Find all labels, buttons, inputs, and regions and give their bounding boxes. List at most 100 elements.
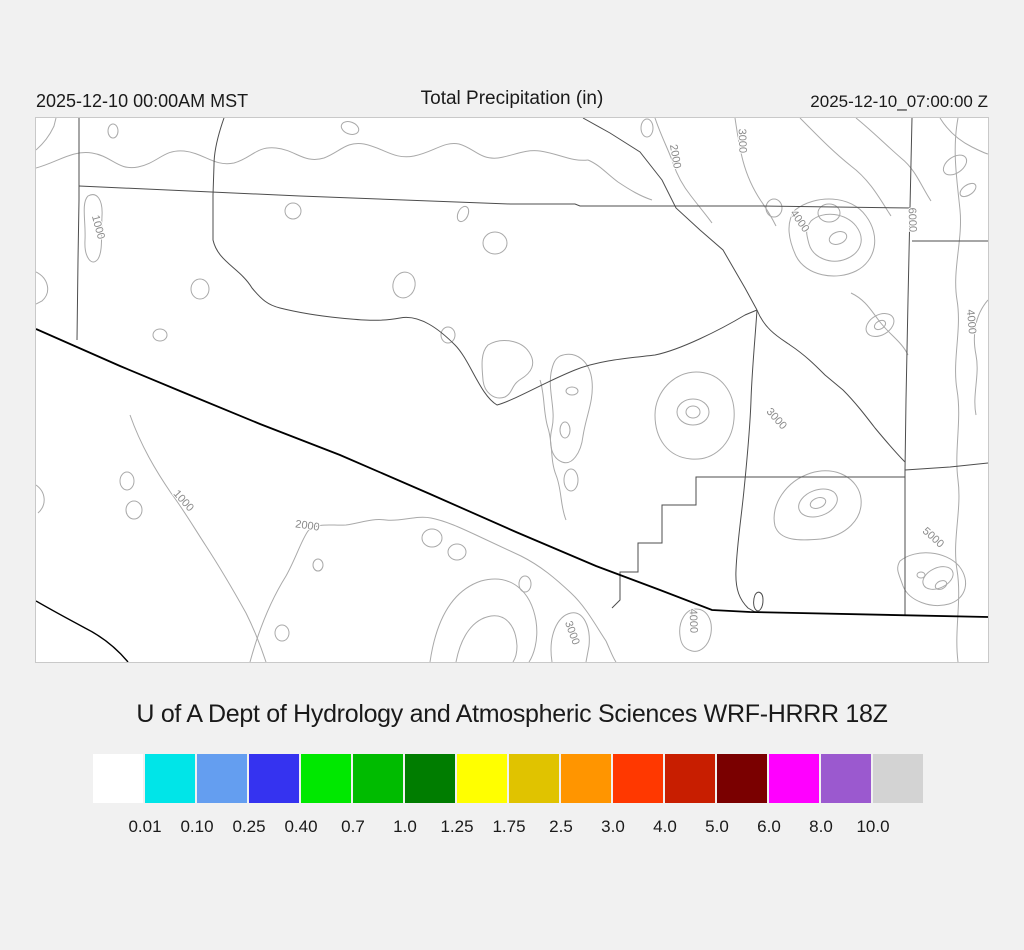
colorbar-tick-label: 1.0 bbox=[393, 817, 417, 836]
county-boundary bbox=[756, 309, 906, 463]
colorbar-tick-label: 4.0 bbox=[653, 817, 677, 836]
county-boundary bbox=[78, 185, 913, 209]
contour-elevation-label: 4000 bbox=[687, 608, 700, 633]
contour-line bbox=[83, 194, 103, 263]
contour-blob bbox=[809, 497, 827, 509]
contour-blob bbox=[274, 624, 290, 642]
contour-blob bbox=[190, 278, 210, 300]
contour-line bbox=[36, 484, 45, 514]
contour-line bbox=[973, 299, 988, 416]
contour-blob bbox=[152, 328, 168, 342]
contour-blob bbox=[765, 198, 783, 218]
county-boundary bbox=[611, 476, 905, 609]
contour-blob bbox=[828, 231, 848, 245]
contour-blob bbox=[916, 571, 926, 579]
contour-elevation-label: 6000 bbox=[906, 207, 919, 232]
contour-line bbox=[806, 213, 862, 262]
contour-blob bbox=[340, 121, 360, 135]
colorbar-swatch bbox=[561, 754, 611, 803]
county-boundary bbox=[904, 462, 988, 471]
colorbar-swatch bbox=[249, 754, 299, 803]
contour-blob bbox=[284, 202, 302, 220]
valid-time-local: 2025-12-10 00:00AM MST bbox=[36, 91, 249, 111]
colorbar-swatch bbox=[457, 754, 507, 803]
contour-blob bbox=[922, 566, 954, 590]
colorbar-tick-label: 0.01 bbox=[128, 817, 162, 836]
contour-line bbox=[654, 371, 735, 460]
contour-line bbox=[855, 118, 932, 202]
contour-elevation-label: 4000 bbox=[964, 309, 978, 334]
contour-blob bbox=[518, 575, 532, 593]
colorbar-swatch bbox=[509, 754, 559, 803]
contour-blob bbox=[125, 500, 143, 520]
colorbar-tick-label: 1.75 bbox=[492, 817, 526, 836]
colorbar-swatch bbox=[405, 754, 455, 803]
contour-elevation-label: 4000 bbox=[788, 208, 812, 235]
colorbar-swatch bbox=[301, 754, 351, 803]
international-border bbox=[36, 328, 988, 618]
colorbar-tick-label: 6.0 bbox=[757, 817, 781, 836]
contour-line bbox=[939, 118, 988, 155]
contour-line bbox=[587, 159, 653, 201]
colorbar-swatch bbox=[197, 754, 247, 803]
contour-elevation-label: 3000 bbox=[764, 406, 789, 432]
contour-line bbox=[773, 470, 862, 541]
contour-blob bbox=[440, 326, 456, 344]
caption: U of A Dept of Hydrology and Atmospheric… bbox=[136, 700, 888, 728]
contour-line bbox=[954, 118, 962, 662]
county-boundary bbox=[76, 118, 80, 341]
colorbar-tick-label: 0.7 bbox=[341, 817, 365, 836]
contour-line bbox=[481, 340, 534, 399]
contour-elevation-label: 2000 bbox=[667, 143, 683, 169]
contour-elevation-label: 5000 bbox=[920, 525, 946, 550]
county-boundary bbox=[735, 309, 758, 613]
contour-blob bbox=[934, 580, 948, 590]
contour-line bbox=[799, 118, 892, 217]
contour-blob bbox=[676, 398, 710, 426]
contour-line bbox=[550, 612, 590, 662]
contour-line bbox=[549, 354, 593, 464]
colorbar-tick-label: 10.0 bbox=[856, 817, 890, 836]
colorbar-tick-label: 8.0 bbox=[809, 817, 833, 836]
county-boundary bbox=[582, 118, 758, 311]
contour-line bbox=[679, 608, 712, 652]
colorbar-tick-label: 0.25 bbox=[232, 817, 266, 836]
colorbar-tick-label: 0.40 bbox=[284, 817, 318, 836]
contour-line bbox=[734, 118, 777, 227]
contour-elevation-label: 1000 bbox=[89, 214, 107, 241]
county-boundary bbox=[904, 118, 913, 615]
contour-line bbox=[539, 379, 567, 521]
contour-line bbox=[249, 516, 617, 662]
contour-blob bbox=[421, 528, 443, 548]
contour-blob bbox=[640, 118, 654, 138]
colorbar-tick-label: 5.0 bbox=[705, 817, 729, 836]
contour-line bbox=[654, 118, 713, 224]
contour-blob bbox=[119, 471, 135, 491]
contour-line bbox=[36, 118, 57, 151]
colorbar-swatch bbox=[717, 754, 767, 803]
plot-title: Total Precipitation (in) bbox=[420, 88, 604, 109]
valid-time-utc: 2025-12-10_07:00:00 Z bbox=[810, 92, 988, 111]
contour-blob bbox=[865, 313, 895, 337]
colorbar-swatch bbox=[93, 754, 143, 803]
contour-blob bbox=[817, 203, 841, 223]
contour-line bbox=[36, 271, 49, 305]
contour-line bbox=[129, 414, 267, 662]
colorbar-tick-label: 2.5 bbox=[549, 817, 573, 836]
contour-blob bbox=[685, 405, 701, 419]
contour-blob bbox=[107, 123, 119, 139]
contour-line bbox=[455, 615, 518, 662]
colorbar-tick-label: 0.10 bbox=[180, 817, 214, 836]
contour-line bbox=[429, 578, 538, 662]
county-boundary bbox=[753, 591, 764, 612]
contour-blob bbox=[959, 182, 977, 198]
contour-line bbox=[788, 198, 876, 277]
colorbar-tick-label: 1.25 bbox=[440, 817, 474, 836]
contour-elevation-label: 3000 bbox=[562, 619, 582, 646]
contour-blob bbox=[392, 271, 416, 299]
colorbar-swatch bbox=[613, 754, 663, 803]
county-boundary bbox=[212, 118, 758, 406]
colorbar-swatch bbox=[821, 754, 871, 803]
